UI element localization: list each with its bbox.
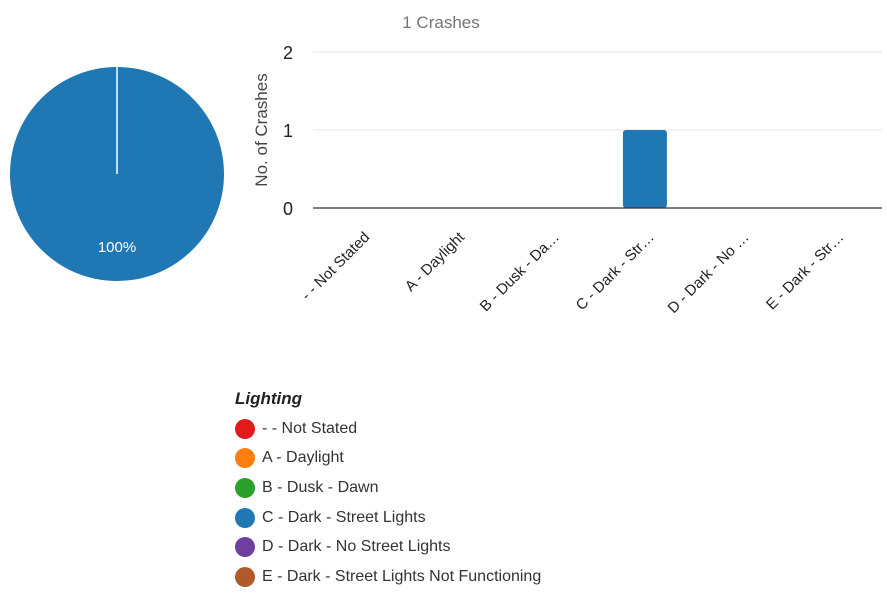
legend-item[interactable]: C - Dark - Street Lights [235,503,875,533]
legend-item[interactable]: A - Daylight [235,444,875,474]
x-tick-label: B - Dusk - Da… [477,229,563,315]
legend: Lighting - - Not Stated A - Daylight B - D… [235,388,875,592]
legend-label: A - Daylight [262,449,344,467]
legend-label: E - Dark - Street Lights Not Functioning [262,567,542,585]
legend-item[interactable]: - - Not Stated [235,414,875,444]
x-tick-label: C - Dark - Str… [573,229,658,314]
legend-swatch [235,566,255,587]
pie-slice-label: 100% [98,239,136,256]
legend-item[interactable]: E - Dark - Street Lights Not Functioning [235,562,875,592]
chart-title: 1 Crashes [402,13,479,32]
y-axis-label: No. of Crashes [252,73,271,186]
legend-swatch [235,477,255,498]
y-tick-label: 1 [283,121,293,141]
x-tick-label: A - Daylight [402,228,469,295]
legend-swatch [235,418,255,439]
legend-label: B - Dusk - Dawn [262,478,379,496]
y-tick-label: 0 [283,199,293,219]
legend-title: Lighting [235,389,303,408]
x-tick-label: - - Not Stated [298,229,373,304]
x-tick-label: D - Dark - No … [665,229,753,317]
legend-label: C - Dark - Street Lights [262,508,426,526]
chart-svg: 100% 1 Crashes No. of Crashes 0 1 2 - - Not St… [10,13,882,317]
legend-item[interactable]: B - Dusk - Dawn [235,473,875,503]
legend-swatch [235,507,255,528]
legend-label: D - Dark - No Street Lights [262,538,451,556]
x-tick-label: E - Dark - Str… [763,229,848,314]
legend-swatch [235,537,255,558]
legend-items: - - Not Stated A - Daylight B - Dusk - Daw… [235,414,875,592]
legend-label: - - Not Stated [262,419,358,437]
bar [622,130,667,208]
legend-item[interactable]: D - Dark - No Street Lights [235,532,875,562]
legend-swatch [235,448,255,469]
y-tick-label: 2 [283,43,293,63]
